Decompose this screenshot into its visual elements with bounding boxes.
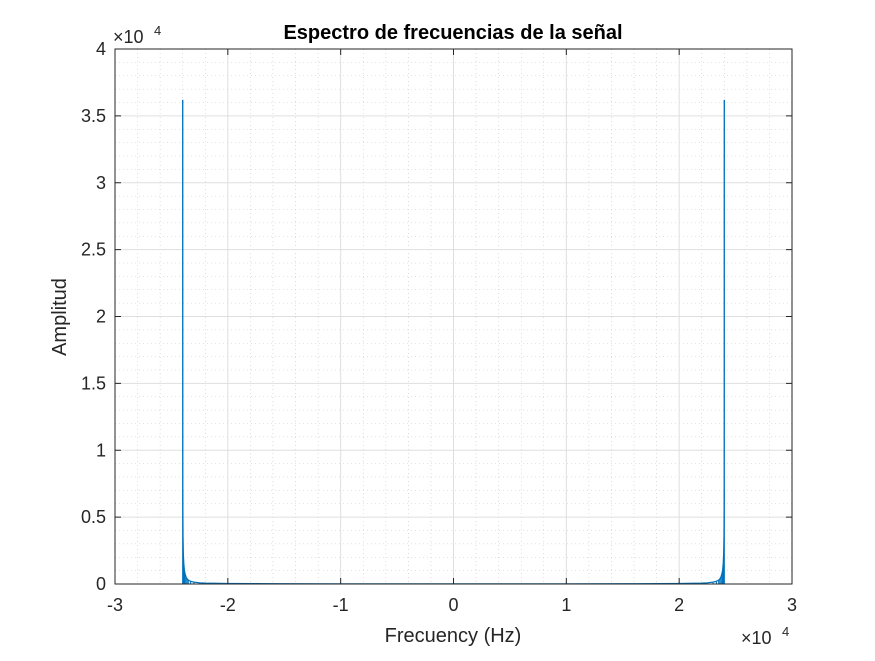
y-tick-label: 1 (96, 440, 106, 460)
x-multiplier: ×10 4 (741, 624, 789, 648)
y-tick-label: 0 (96, 574, 106, 594)
y-ticks: 0 0.5 1 1.5 2 2.5 3 3.5 4 (81, 39, 792, 594)
x-multiplier-exponent: 4 (782, 624, 789, 639)
x-multiplier-base: ×10 (741, 628, 772, 648)
y-tick-label: 2 (96, 307, 106, 327)
x-tick-label: 3 (787, 595, 797, 615)
x-tick-label: 2 (674, 595, 684, 615)
x-tick-label: 1 (561, 595, 571, 615)
y-tick-label: 3.5 (81, 106, 106, 126)
x-tick-label: -2 (220, 595, 236, 615)
y-multiplier-exponent: 4 (154, 23, 161, 38)
y-axis-label: Amplitud (49, 278, 71, 356)
y-multiplier-base: ×10 (113, 27, 144, 47)
y-tick-label: 4 (96, 39, 106, 59)
y-tick-label: 3 (96, 173, 106, 193)
x-tick-label: -1 (333, 595, 349, 615)
x-ticks: -3 -2 -1 0 1 2 3 (107, 49, 797, 615)
x-tick-label: -3 (107, 595, 123, 615)
x-tick-label: 0 (448, 595, 458, 615)
x-axis-label: Frecuency (Hz) (385, 625, 522, 647)
chart-title: Espectro de frecuencias de la señal (283, 22, 622, 44)
y-multiplier: ×10 4 (113, 23, 161, 47)
y-tick-label: 0.5 (81, 507, 106, 527)
y-tick-label: 1.5 (81, 373, 106, 393)
y-tick-label: 2.5 (81, 240, 106, 260)
